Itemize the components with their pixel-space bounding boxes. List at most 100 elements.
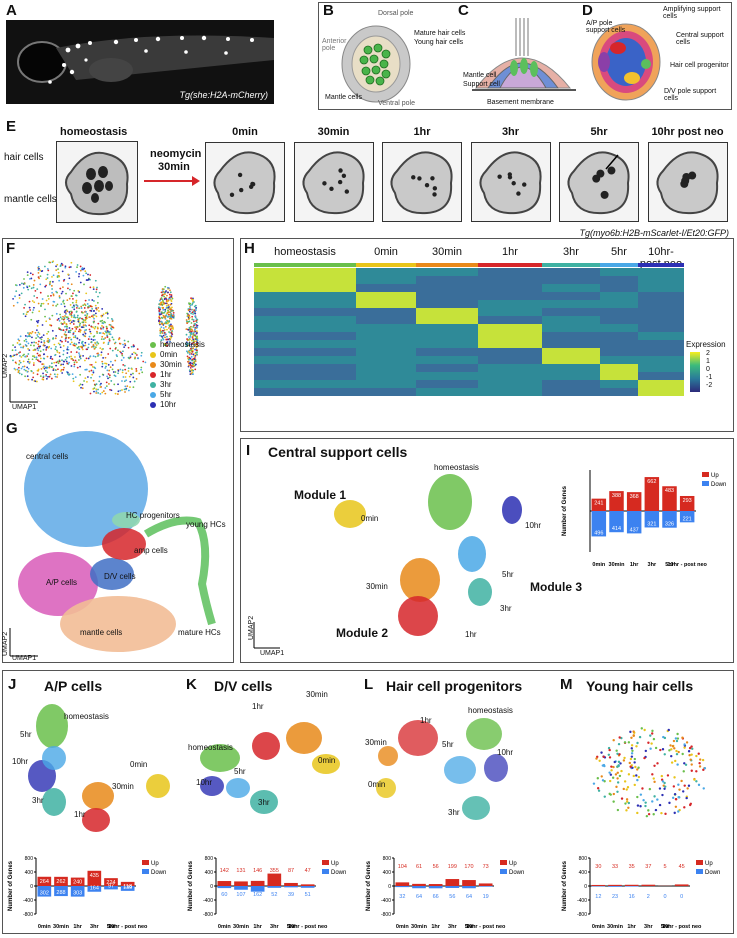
y-tick-label: 800 — [383, 856, 392, 862]
umap-point — [168, 340, 171, 343]
umap-point — [46, 366, 49, 369]
bar-up-label: 35 — [629, 864, 635, 870]
umap-point — [37, 349, 40, 352]
umap-point — [52, 294, 55, 297]
umap-point — [14, 284, 17, 286]
umap-point — [109, 366, 112, 369]
umap-point — [88, 370, 91, 373]
umap-point — [101, 362, 104, 365]
bar-up — [37, 876, 52, 886]
umap-point — [84, 368, 87, 371]
umap-point — [637, 766, 640, 769]
hair-cell-nucleus — [687, 171, 696, 180]
umap-point — [28, 306, 31, 309]
umap-point — [37, 265, 40, 268]
umap-point — [78, 359, 80, 361]
umap-point — [89, 392, 92, 395]
umap-point — [32, 376, 35, 379]
umap-point — [690, 763, 693, 766]
umap-point — [69, 331, 71, 334]
i-tp-30min: 30min — [366, 582, 388, 591]
umap-point — [105, 381, 108, 384]
umap-point — [187, 318, 190, 320]
umap-point — [51, 358, 54, 360]
umap-point — [166, 320, 169, 323]
umap-point — [107, 373, 110, 375]
umap-point — [190, 312, 193, 315]
e-timepoint-image — [559, 142, 639, 222]
umap-point — [95, 291, 98, 293]
bar-up-label: 47 — [305, 868, 311, 874]
umap-point — [193, 330, 196, 333]
legend-up-swatch — [322, 860, 329, 865]
bar-down — [54, 886, 68, 897]
umap-point — [57, 271, 60, 274]
hair-cell-nucleus — [248, 184, 254, 190]
umap-point — [113, 374, 116, 377]
umap-point — [636, 778, 639, 782]
umap-point — [94, 312, 97, 315]
umap-point — [78, 324, 81, 326]
umap-point — [106, 375, 108, 378]
heatmap-cell — [478, 332, 542, 340]
umap-point — [195, 318, 198, 320]
umap-point — [31, 311, 34, 314]
umap-point — [162, 307, 164, 309]
umap-point — [642, 799, 645, 802]
umap-point — [187, 364, 190, 367]
umap-point — [17, 366, 20, 369]
hair-cell-nucleus — [521, 182, 526, 187]
label-support-c: Support cell — [463, 81, 500, 88]
umap-point — [51, 291, 54, 294]
umap-point — [61, 372, 64, 374]
umap-point — [90, 309, 93, 312]
umap-point — [28, 333, 31, 336]
umap-point — [97, 342, 100, 345]
umap-point — [97, 392, 100, 394]
heatmap-cell — [638, 276, 684, 284]
bar-down-label: 326 — [665, 522, 674, 528]
bar-down-label: 52 — [271, 892, 277, 898]
umap-point — [72, 336, 75, 339]
umap-point — [86, 303, 89, 305]
umap-point — [91, 299, 94, 301]
umap-point — [35, 341, 38, 344]
h-group-label: homeostasis — [274, 246, 336, 258]
legend-dot-icon — [150, 342, 156, 348]
fish-image: Tg(she:H2A-mCherry) — [6, 20, 274, 104]
umap-point — [53, 361, 56, 364]
umap-point — [670, 754, 673, 758]
bar-down — [217, 886, 232, 889]
umap-point — [69, 319, 72, 322]
umap-point — [162, 338, 165, 341]
umap-point — [625, 798, 629, 801]
umap-point — [195, 336, 198, 339]
umap-point — [65, 328, 68, 331]
umap-point — [67, 282, 69, 285]
umap-point — [190, 355, 193, 358]
legend-up-label: Up — [711, 473, 719, 479]
f-legend-item: homeostasis — [150, 340, 205, 350]
umap-point — [12, 359, 14, 362]
umap-point — [95, 308, 98, 311]
y-axis-label: Number of Genes — [562, 485, 568, 536]
umap-point — [23, 353, 25, 356]
umap-point — [79, 331, 82, 333]
umap-point — [52, 369, 55, 372]
umap-point — [38, 346, 41, 349]
umap-point — [50, 362, 53, 365]
bar-up-label: 146 — [253, 868, 262, 874]
y-tick-label: 400 — [383, 870, 392, 876]
umap-point — [75, 328, 78, 330]
umap-point — [688, 746, 692, 750]
panel-label-k: K — [186, 676, 197, 693]
umap-point — [15, 362, 18, 365]
umap-point — [190, 308, 193, 311]
f-legend-item: 1hr — [150, 370, 205, 380]
umap-point — [88, 299, 90, 301]
umap-point — [658, 787, 662, 790]
umap-point — [35, 329, 38, 332]
umap-point — [61, 359, 63, 362]
umap-point — [26, 271, 29, 274]
umap-point — [56, 291, 58, 294]
